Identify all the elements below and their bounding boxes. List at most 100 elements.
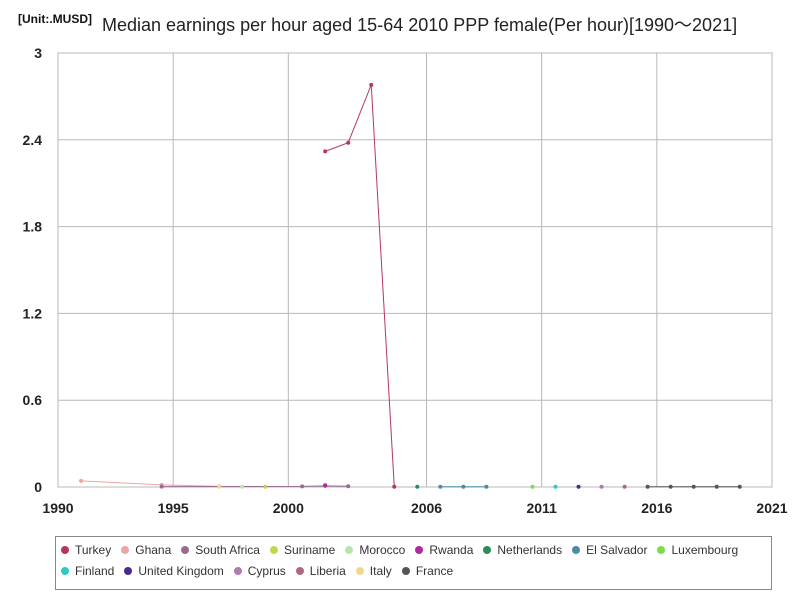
data-point bbox=[300, 484, 305, 489]
legend-label: El Salvador bbox=[586, 542, 648, 557]
legend-label: Cyprus bbox=[247, 563, 286, 578]
legend-swatch bbox=[345, 545, 354, 554]
legend-swatch bbox=[401, 566, 410, 575]
data-point bbox=[530, 484, 535, 489]
legend-swatch bbox=[657, 545, 666, 554]
legend-item: Morocco bbox=[345, 542, 405, 557]
legend-label: Finland bbox=[75, 563, 115, 578]
legend-item: Ghana bbox=[121, 542, 171, 557]
legend-item: Rwanda bbox=[415, 542, 473, 557]
data-point bbox=[415, 484, 420, 489]
data-point bbox=[691, 484, 696, 489]
legend-item: Finland bbox=[61, 563, 114, 578]
data-point bbox=[392, 484, 397, 489]
data-point bbox=[159, 484, 164, 489]
series-united-kingdom bbox=[576, 484, 581, 489]
legend-item: Turkey bbox=[61, 542, 111, 557]
legend-swatch bbox=[124, 566, 133, 575]
y-tick-label: 2.4 bbox=[23, 132, 43, 148]
x-tick-label: 2016 bbox=[641, 500, 672, 516]
data-point bbox=[217, 484, 222, 489]
legend-item: Netherlands bbox=[483, 542, 562, 557]
legend-swatch bbox=[181, 545, 190, 554]
y-tick-label: 0.6 bbox=[23, 392, 43, 408]
legend-swatch bbox=[572, 545, 581, 554]
data-point bbox=[553, 484, 558, 489]
legend-label: Netherlands bbox=[497, 542, 563, 557]
chart-title: Median earnings per hour aged 15-64 2010… bbox=[102, 15, 738, 35]
data-point bbox=[484, 484, 489, 489]
data-point bbox=[240, 484, 245, 489]
data-point bbox=[438, 484, 443, 489]
data-point bbox=[622, 484, 627, 489]
data-point bbox=[599, 484, 604, 489]
data-point bbox=[263, 484, 268, 489]
legend-item: Suriname bbox=[269, 542, 336, 557]
legend-swatch bbox=[233, 566, 242, 575]
y-tick-label: 0 bbox=[34, 479, 42, 495]
legend-swatch bbox=[295, 566, 304, 575]
series-line bbox=[81, 480, 220, 487]
legend-label: Turkey bbox=[75, 542, 112, 557]
legend-item: Italy bbox=[355, 563, 392, 578]
legend: Turkey Ghana South Africa Suriname Morocco Rw… bbox=[55, 536, 772, 590]
data-point bbox=[668, 484, 673, 489]
legend-label: Italy bbox=[369, 563, 392, 578]
series-italy bbox=[217, 484, 222, 489]
series-finland bbox=[553, 484, 558, 489]
series-layer bbox=[79, 82, 742, 489]
legend-label: France bbox=[415, 563, 454, 578]
x-tick-label: 2000 bbox=[273, 500, 304, 516]
legend-item: South Africa bbox=[181, 542, 260, 557]
x-tick-label: 1990 bbox=[42, 500, 73, 516]
data-point bbox=[323, 483, 328, 488]
legend-swatch bbox=[61, 566, 69, 575]
legend-label: Liberia bbox=[309, 563, 346, 578]
data-point bbox=[461, 484, 466, 489]
legend-label: United Kingdom bbox=[138, 563, 224, 578]
data-point bbox=[346, 140, 351, 145]
legend-item: Liberia bbox=[295, 563, 346, 578]
legend-item: France bbox=[401, 563, 454, 578]
legend-swatch bbox=[121, 545, 130, 554]
series-liberia bbox=[622, 484, 627, 489]
plot-frame bbox=[57, 52, 773, 488]
y-tick-label: 1.2 bbox=[23, 305, 43, 321]
series-suriname bbox=[263, 484, 268, 489]
series-france bbox=[645, 484, 742, 489]
x-tick-label: 1995 bbox=[158, 500, 189, 516]
x-tick-label: 2011 bbox=[526, 500, 557, 516]
axis-layer: 0 0.6 1.2 1.8 2.4 3 1990 1995 2000 2006 2011 2016 20… bbox=[23, 45, 788, 516]
legend-label: South Africa bbox=[195, 542, 260, 557]
legend-label: Luxembourg bbox=[671, 542, 739, 557]
legend-swatch bbox=[415, 545, 424, 554]
data-point bbox=[737, 484, 742, 489]
legend-item: United Kingdom bbox=[124, 563, 224, 578]
series-south-africa bbox=[159, 483, 351, 489]
legend-swatch bbox=[269, 545, 278, 554]
series-el-salvador bbox=[438, 484, 489, 489]
series-morocco bbox=[240, 484, 245, 489]
legend-item: Cyprus bbox=[233, 563, 286, 578]
legend-swatch bbox=[483, 545, 492, 554]
series-rwanda bbox=[323, 483, 328, 488]
series-line bbox=[324, 84, 395, 487]
data-point bbox=[79, 478, 84, 483]
series-turkey bbox=[323, 82, 397, 489]
data-point bbox=[576, 484, 581, 489]
data-point bbox=[346, 484, 351, 489]
series-line bbox=[161, 485, 349, 488]
legend-label: Rwanda bbox=[429, 542, 474, 557]
legend-swatch bbox=[61, 545, 69, 554]
legend-label: Ghana bbox=[135, 542, 172, 557]
legend-label: Suriname bbox=[283, 542, 336, 557]
y-tick-label: 1.8 bbox=[23, 219, 43, 235]
unit-label: [Unit:.MUSD] bbox=[18, 12, 92, 26]
legend-swatch bbox=[355, 566, 364, 575]
data-point bbox=[323, 149, 328, 154]
grid-layer bbox=[57, 52, 773, 488]
legend-item: El Salvador bbox=[572, 542, 647, 557]
data-point bbox=[645, 484, 650, 489]
legend-item: Luxembourg bbox=[657, 542, 738, 557]
